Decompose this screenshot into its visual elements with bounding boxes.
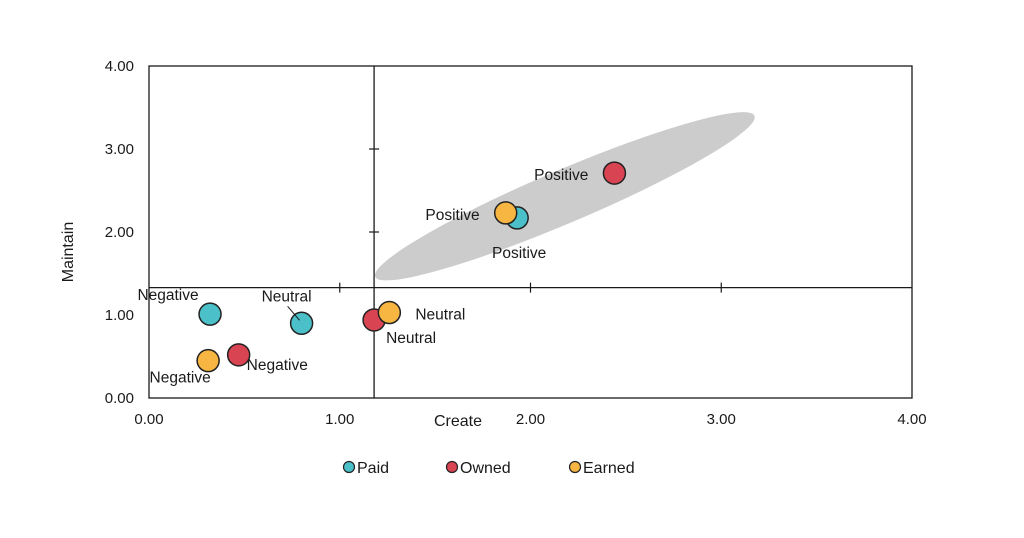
point-label: Negative — [137, 287, 198, 304]
point-label: Positive — [534, 167, 588, 184]
point-label: Negative — [247, 357, 308, 374]
legend-label: Owned — [460, 460, 511, 477]
label-leader-line — [287, 305, 300, 321]
y-tick-label: 4.00 — [105, 58, 134, 75]
x-tick-label: 3.00 — [707, 411, 736, 428]
legend-label: Earned — [583, 460, 635, 477]
y-axis-title: Maintain — [60, 222, 77, 282]
data-point-earned — [196, 348, 220, 373]
data-point-paid — [289, 311, 314, 336]
point-label: Negative — [150, 370, 211, 387]
legend-label: Paid — [357, 460, 389, 477]
legend-item-paid: Paid — [342, 460, 389, 477]
legend-marker — [342, 460, 356, 474]
point-label: Neutral — [386, 330, 436, 347]
data-point-earned — [493, 201, 518, 225]
data-point-owned — [602, 161, 627, 185]
x-tick-label: 0.00 — [134, 411, 163, 428]
data-point-earned — [377, 300, 402, 325]
point-labels-layer: Negative Neutral Positive Negative Neutral Po… — [137, 167, 588, 387]
x-tick-label: 1.00 — [325, 411, 354, 428]
data-point-owned — [226, 343, 251, 367]
plot-frame — [148, 65, 913, 399]
x-tick-label: 4.00 — [897, 411, 926, 428]
x-tick-label: 2.00 — [516, 411, 545, 428]
point-label: Neutral — [415, 307, 465, 324]
legend-marker — [445, 460, 459, 474]
legend: Paid Owned Earned — [342, 460, 635, 477]
points-layer — [196, 161, 627, 373]
legend-item-earned: Earned — [568, 460, 635, 477]
point-label: Neutral — [262, 288, 312, 305]
legend-item-owned: Owned — [445, 460, 511, 477]
positive-cluster-highlight — [374, 112, 755, 281]
point-label: Positive — [425, 207, 479, 224]
x-axis-title: Create — [434, 413, 482, 430]
point-label: Positive — [492, 245, 546, 262]
y-tick-label: 3.00 — [105, 141, 134, 158]
highlight-layer — [374, 112, 755, 281]
legend-marker — [568, 460, 582, 474]
y-tick-label: 0.00 — [105, 390, 134, 407]
axes-layer: 0.00 1.00 2.00 3.00 4.00 0.00 1.00 2.00 3.00 4.00… — [60, 58, 927, 430]
data-point-paid — [198, 302, 222, 326]
y-tick-label: 2.00 — [105, 224, 134, 241]
y-tick-label: 1.00 — [105, 307, 134, 324]
